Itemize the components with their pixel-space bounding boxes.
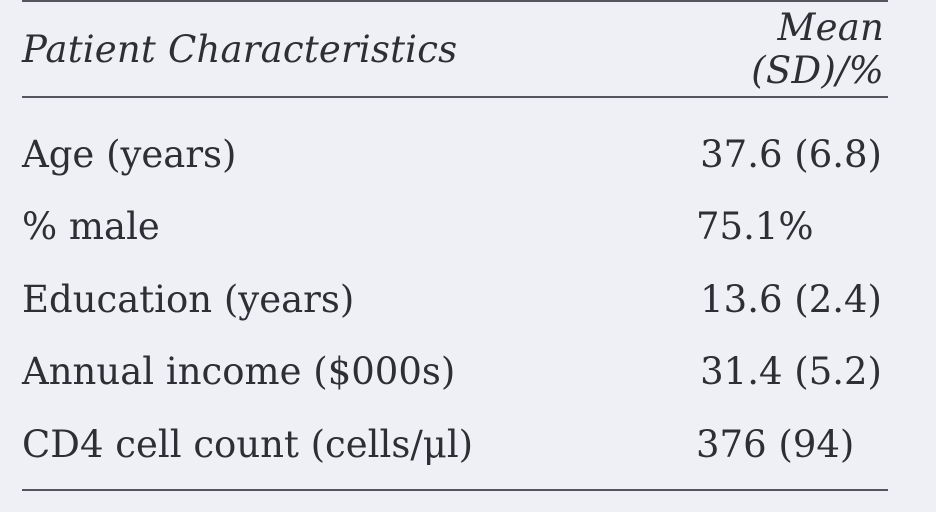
row-value: 37.6 (6.8) bbox=[700, 132, 882, 176]
table-row: Age (years) 37.6 (6.8) bbox=[22, 118, 888, 191]
row-label: Annual income ($000s) bbox=[22, 350, 456, 394]
table-header: Patient Characteristics Mean (SD)/% bbox=[22, 2, 888, 96]
table-row: % male 75.1% bbox=[22, 191, 888, 264]
row-label: Education (years) bbox=[22, 277, 355, 321]
header-characteristics: Patient Characteristics bbox=[22, 27, 458, 71]
row-label: CD4 cell count (cells/μl) bbox=[22, 422, 474, 466]
row-value: 13.6 (2.4) bbox=[700, 277, 882, 321]
row-label: Age (years) bbox=[22, 132, 237, 176]
top-rule bbox=[22, 0, 888, 2]
row-value: 376 (94) bbox=[696, 422, 855, 466]
row-value: 75.1% bbox=[696, 205, 814, 249]
table-row: CD4 cell count (cells/μl) 376 (94) bbox=[22, 408, 888, 481]
table-row: Annual income ($000s) 31.4 (5.2) bbox=[22, 336, 888, 409]
patient-characteristics-table: Patient Characteristics Mean (SD)/% Age … bbox=[22, 0, 888, 491]
row-label: % male bbox=[22, 205, 160, 249]
header-mean-sd: Mean (SD)/% bbox=[751, 6, 884, 92]
table-row: Education (years) 13.6 (2.4) bbox=[22, 263, 888, 336]
header-rule bbox=[22, 96, 888, 98]
bottom-rule bbox=[22, 488, 888, 491]
table-body: Age (years) 37.6 (6.8) % male 75.1% Educ… bbox=[22, 98, 888, 481]
row-value: 31.4 (5.2) bbox=[700, 350, 882, 394]
